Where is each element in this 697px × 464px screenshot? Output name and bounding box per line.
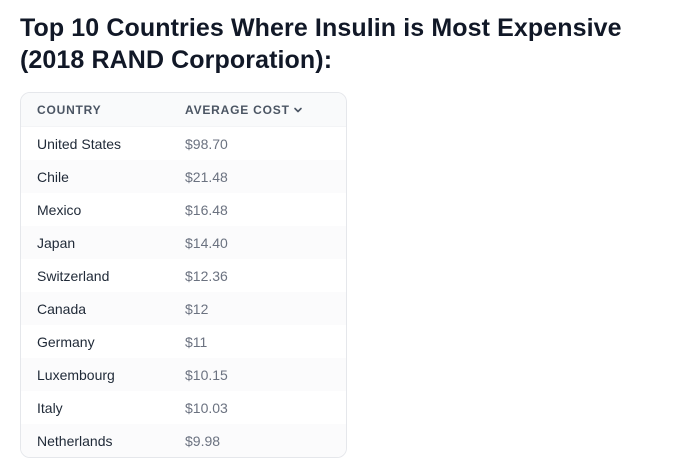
table-row: Italy $10.03 xyxy=(21,391,346,424)
page-title: Top 10 Countries Where Insulin is Most E… xyxy=(20,14,622,74)
chevron-down-icon xyxy=(293,107,302,112)
cost-cell: $16.48 xyxy=(185,201,228,218)
table-row: Japan $14.40 xyxy=(21,226,346,259)
cost-cell: $14.40 xyxy=(185,226,346,259)
country-cell: Germany xyxy=(37,333,95,350)
average-cost-header-label: AVERAGE COST xyxy=(185,102,290,117)
table-row: Chile $21.48 xyxy=(21,160,346,193)
country-cell: Italy xyxy=(37,399,63,416)
cost-cell: $21.48 xyxy=(185,160,346,193)
header-row: COUNTRY AVERAGE COST xyxy=(21,93,346,127)
country-cell: Canada xyxy=(21,292,185,325)
table-row: Mexico $16.48 xyxy=(21,193,346,226)
cost-cell: $98.70 xyxy=(185,135,228,152)
cost-cell: $12.36 xyxy=(185,267,228,284)
table-row: Luxembourg $10.15 xyxy=(21,358,346,391)
country-cell: Japan xyxy=(21,226,185,259)
cost-cell: $11 xyxy=(185,333,208,350)
country-cell: Chile xyxy=(21,160,185,193)
table-body: United States $98.70 Chile $21.48 Mexico… xyxy=(21,127,346,457)
table-header: COUNTRY AVERAGE COST xyxy=(21,93,346,127)
average-cost-column-header[interactable]: AVERAGE COST xyxy=(185,93,346,127)
country-cell: Netherlands xyxy=(21,424,185,457)
table-row: Canada $12 xyxy=(21,292,346,325)
table-row: Germany $11 xyxy=(21,325,346,358)
country-cell: Switzerland xyxy=(37,267,110,284)
sort-control[interactable]: AVERAGE COST xyxy=(185,103,303,117)
country-cell: Luxembourg xyxy=(21,358,185,391)
cost-table: COUNTRY AVERAGE COST United States $98. xyxy=(21,93,346,457)
country-cell: United States xyxy=(37,135,122,152)
cost-table-container: COUNTRY AVERAGE COST United States $98. xyxy=(20,92,347,458)
table-row: United States $98.70 xyxy=(21,127,346,161)
cost-cell: $12 xyxy=(185,292,346,325)
table-row: Switzerland $12.36 xyxy=(21,259,346,292)
cost-cell: $9.98 xyxy=(185,424,346,457)
cost-cell: $10.03 xyxy=(185,399,228,416)
country-cell: Mexico xyxy=(37,201,82,218)
country-column-header: COUNTRY xyxy=(21,93,185,127)
cost-cell: $10.15 xyxy=(185,358,346,391)
table-row: Netherlands $9.98 xyxy=(21,424,346,457)
